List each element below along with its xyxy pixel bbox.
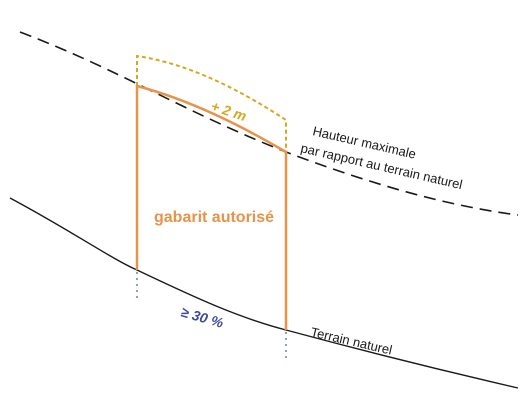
allowed-envelope: [135, 84, 288, 330]
terrain-line: [9, 197, 519, 389]
envelope-label: gabarit autorisé: [154, 209, 274, 226]
extra-height-zone: [136, 54, 287, 152]
terrain-label: Terrain naturel: [309, 324, 393, 357]
